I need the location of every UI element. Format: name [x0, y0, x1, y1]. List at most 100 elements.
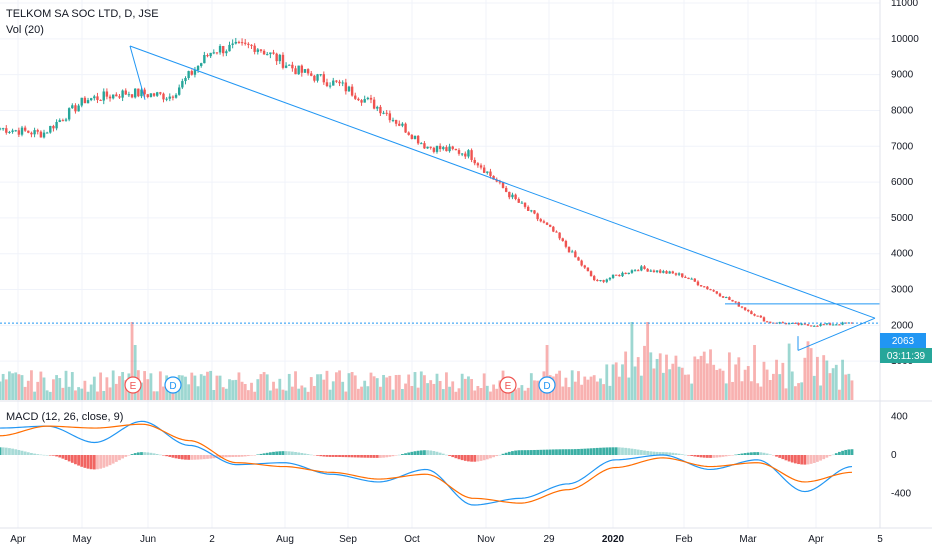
volume-bar: [567, 387, 571, 400]
macd-histogram-bar: [143, 452, 147, 455]
volume-indicator-label[interactable]: Vol (20): [6, 24, 44, 36]
volume-bar: [152, 391, 156, 400]
macd-histogram-bar: [325, 455, 329, 457]
candle-body: [77, 105, 80, 112]
volume-bar: [297, 388, 301, 400]
earnings-marker[interactable]: [499, 376, 517, 394]
triangle-lower-edge[interactable]: [797, 317, 876, 351]
candle-body: [750, 311, 753, 315]
candle-body: [545, 222, 549, 225]
volume-bar: [589, 376, 593, 400]
volume-bar: [80, 388, 84, 400]
candle-body: [294, 68, 297, 75]
candle-body: [1, 128, 5, 130]
volume-bar: [586, 379, 590, 400]
candle-body: [360, 100, 363, 103]
time-tick-label: Aug: [276, 534, 294, 545]
candle-body: [225, 51, 228, 54]
volume-bar: [111, 370, 115, 400]
volume-bar: [70, 372, 74, 400]
time-axis[interactable]: Apr May Jun 2 Aug Sep Oct Nov 29 2020 Feb Mar Apr 5: [10, 534, 883, 545]
volume-bar: [507, 389, 511, 400]
macd-indicator-label[interactable]: MACD (12, 26, close, 9): [6, 411, 123, 423]
macd-histogram-bar: [467, 455, 470, 462]
candle-body: [504, 187, 508, 192]
macd-histogram-bar: [196, 455, 200, 460]
macd-histogram-bar: [809, 455, 813, 464]
macd-histogram-bar: [482, 455, 486, 461]
macd-histogram-bar: [114, 455, 118, 462]
dividend-marker[interactable]: [538, 376, 556, 394]
volume-bar: [467, 376, 470, 400]
volume-bar: [809, 348, 813, 400]
candle-body: [671, 271, 674, 274]
macd-histogram-bar: [366, 455, 370, 458]
macd-histogram-bar: [699, 455, 703, 458]
volume-bar: [168, 389, 172, 400]
candle-body: [659, 270, 662, 273]
candle-body: [80, 97, 83, 106]
candle-body: [530, 210, 533, 212]
volume-bar: [765, 369, 769, 400]
volume-bar: [595, 381, 599, 400]
volume-bar: [592, 375, 596, 400]
volume-bar: [699, 355, 703, 400]
candle-body: [473, 159, 476, 164]
volume-bar: [344, 391, 348, 400]
candle-body: [542, 221, 546, 223]
volume-bar: [646, 322, 650, 400]
macd-histogram-bar: [341, 455, 345, 458]
macd-histogram-bar: [690, 455, 694, 456]
candle-body: [259, 49, 263, 51]
macd-histogram-bar: [105, 455, 109, 467]
drawings[interactable]: [0, 45, 880, 351]
volume-bar: [611, 364, 615, 400]
volume-bar: [114, 383, 118, 400]
volume-bar: [14, 372, 18, 400]
volume-bar: [473, 390, 477, 400]
macd-histogram-bar: [816, 455, 819, 462]
candle-body: [813, 325, 816, 327]
descending-trendline[interactable]: [129, 45, 876, 319]
candle-body: [325, 82, 329, 86]
candle-body: [344, 82, 348, 92]
macd-histogram-bar: [130, 454, 134, 455]
volume-bar: [250, 382, 253, 400]
candle-body: [825, 323, 829, 325]
macd-histogram-bar: [721, 455, 725, 457]
macd-histogram-bar: [617, 447, 621, 455]
volume-bar: [341, 381, 345, 400]
macd-histogram-bar: [643, 450, 646, 455]
volume-bar: [432, 383, 436, 400]
candle-body: [354, 95, 357, 99]
dividend-marker[interactable]: [164, 376, 182, 394]
earnings-marker[interactable]: [124, 376, 142, 394]
volume-bar: [426, 383, 429, 400]
price-axis[interactable]: 11000 10000 9000 8000 7000 6000 5000 4000 3000 20…: [891, 0, 919, 367]
symbol-title[interactable]: TELKOM SA SOC LTD, D, JSE: [6, 8, 159, 20]
macd-histogram-bar: [630, 448, 634, 455]
volume-bar: [621, 364, 624, 400]
volume-bar: [357, 388, 360, 400]
volume-bar: [539, 387, 543, 400]
candle-body: [548, 224, 552, 227]
macd-histogram-bar: [20, 450, 24, 455]
volume-bar: [583, 376, 587, 400]
candle-body: [690, 278, 693, 280]
macd-axis[interactable]: 400 0 -400: [891, 412, 911, 500]
volume-bar: [158, 371, 162, 400]
macd-histogram-bar: [621, 447, 624, 455]
macd-histogram-bar: [435, 451, 439, 455]
candle-body: [149, 93, 153, 98]
candle-body: [382, 112, 385, 114]
candle-body: [432, 147, 436, 152]
trendline-anchor[interactable]: [129, 45, 146, 100]
candle-body: [561, 238, 564, 242]
volume-bar: [199, 374, 203, 400]
macd-histogram-bar: [36, 454, 40, 455]
candle-body: [445, 147, 448, 152]
macd-histogram-bar: [737, 454, 741, 455]
candle-body: [102, 91, 105, 101]
